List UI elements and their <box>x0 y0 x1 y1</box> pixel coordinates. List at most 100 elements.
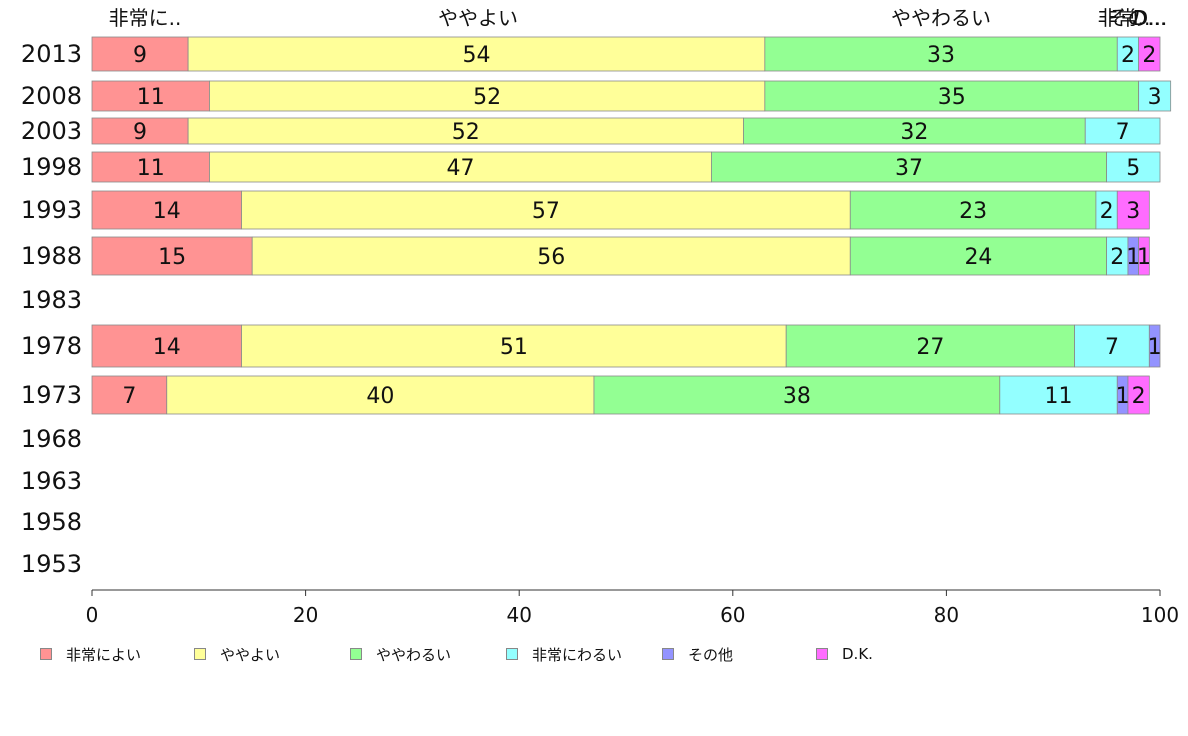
top-segment-label: ややわるい <box>891 6 991 30</box>
top-segment-label: ややよい <box>438 6 518 30</box>
data-label: 52 <box>473 85 501 110</box>
stacked-bar-chart: 非常に.. ややよい ややわるい 非常..その...D...2013 9 54 33 2 220… <box>21 6 1179 627</box>
data-label: 52 <box>452 120 480 145</box>
bar-segment <box>849 190 1097 230</box>
data-label: 7 <box>122 384 136 409</box>
y-tick-label: 1973 <box>21 381 82 409</box>
bar-segment <box>209 151 712 183</box>
bar-segment <box>1074 324 1150 368</box>
data-label: 14 <box>153 199 181 224</box>
y-tick-label: 2003 <box>21 117 82 145</box>
data-label: 3 <box>1126 199 1140 224</box>
legend-item: その他 <box>662 644 733 664</box>
data-label: 40 <box>366 384 394 409</box>
legend-item: D.K. <box>816 644 873 664</box>
bar-segment <box>1138 80 1172 112</box>
data-label: 1 <box>1116 384 1130 409</box>
data-label: 5 <box>1126 156 1140 181</box>
data-label: 11 <box>137 85 165 110</box>
legend-label: D.K. <box>842 645 873 663</box>
legend-swatch <box>662 648 674 660</box>
bar-segment <box>91 236 253 276</box>
bar-segment <box>209 80 766 112</box>
y-tick-label: 1958 <box>21 508 82 536</box>
data-label: 15 <box>158 245 186 270</box>
x-tick-label: 100 <box>1141 603 1179 627</box>
bar-segment <box>91 36 189 72</box>
legend-item: 非常にわるい <box>506 644 622 664</box>
y-tick-label: 1988 <box>21 242 82 270</box>
data-label: 33 <box>927 43 955 68</box>
y-tick-label: 1963 <box>21 467 82 495</box>
y-tick-label: 1968 <box>21 425 82 453</box>
bar-segment <box>241 190 851 230</box>
data-label: 2 <box>1142 43 1156 68</box>
y-tick-label: 1998 <box>21 153 82 181</box>
bar-segment <box>1106 151 1161 183</box>
bar-segment <box>1138 236 1150 276</box>
bar-segment <box>91 324 242 368</box>
data-label: 1 <box>1148 335 1162 360</box>
top-segment-label: 非常.. <box>1098 6 1151 30</box>
legend-swatch <box>506 648 518 660</box>
legend-label: その他 <box>688 645 734 664</box>
data-label: 2 <box>1110 245 1124 270</box>
bar-segment <box>785 324 1075 368</box>
legend-swatch <box>194 648 206 660</box>
data-label: 57 <box>532 199 560 224</box>
legend: 非常によい ややよい ややわるい 非常にわるい その他 D.K. <box>40 644 1160 664</box>
bar-segment <box>91 80 210 112</box>
bar-segment <box>711 151 1108 183</box>
data-label: 14 <box>153 335 181 360</box>
legend-label: 非常にわるい <box>532 645 623 664</box>
y-tick-label: 1993 <box>21 196 82 224</box>
bar-segment <box>91 190 242 230</box>
bar-segment <box>764 80 1140 112</box>
data-label: 9 <box>133 120 147 145</box>
data-label: 11 <box>1045 384 1073 409</box>
y-tick-label: 2008 <box>21 82 82 110</box>
x-tick-label: 80 <box>934 603 959 627</box>
top-segment-label: 非常に.. <box>109 6 182 30</box>
data-label: 32 <box>900 120 928 145</box>
data-label: 2 <box>1100 199 1114 224</box>
data-label: 9 <box>133 43 147 68</box>
data-label: 24 <box>964 245 992 270</box>
bar-segment <box>251 236 851 276</box>
data-label: 7 <box>1105 335 1119 360</box>
legend-item: ややよい <box>194 644 280 664</box>
y-tick-label: 1983 <box>21 286 82 314</box>
data-label: 7 <box>1116 120 1130 145</box>
data-label: 47 <box>446 156 474 181</box>
bar-segment <box>166 375 595 415</box>
data-label: 35 <box>938 85 966 110</box>
bar-segment <box>1148 324 1161 368</box>
legend-swatch <box>40 648 52 660</box>
y-tick-label: 1953 <box>21 550 82 578</box>
bar-segment <box>241 324 787 368</box>
bar-segment <box>1084 117 1161 145</box>
legend-label: ややよい <box>220 645 281 664</box>
legend-item: 非常によい <box>40 644 141 664</box>
bar-segment <box>999 375 1118 415</box>
data-label: 51 <box>500 335 528 360</box>
top-segment-label: D... <box>1133 6 1167 30</box>
legend-label: ややわるい <box>376 645 452 664</box>
top-segment-label: その... <box>1107 6 1166 30</box>
data-label: 3 <box>1148 85 1162 110</box>
x-tick-label: 0 <box>86 603 99 627</box>
y-tick-label: 2013 <box>21 40 82 68</box>
data-label: 56 <box>537 245 565 270</box>
bar-segment <box>743 117 1086 145</box>
data-label: 38 <box>783 384 811 409</box>
legend-swatch <box>816 648 828 660</box>
bar-segment <box>91 151 210 183</box>
data-label: 2 <box>1132 384 1146 409</box>
data-label: 23 <box>959 199 987 224</box>
data-label: 37 <box>895 156 923 181</box>
data-label: 54 <box>462 43 490 68</box>
x-tick-label: 60 <box>720 603 745 627</box>
data-label: 1 <box>1126 245 1140 270</box>
legend-label: 非常によい <box>66 645 142 664</box>
bar-segment <box>187 117 744 145</box>
